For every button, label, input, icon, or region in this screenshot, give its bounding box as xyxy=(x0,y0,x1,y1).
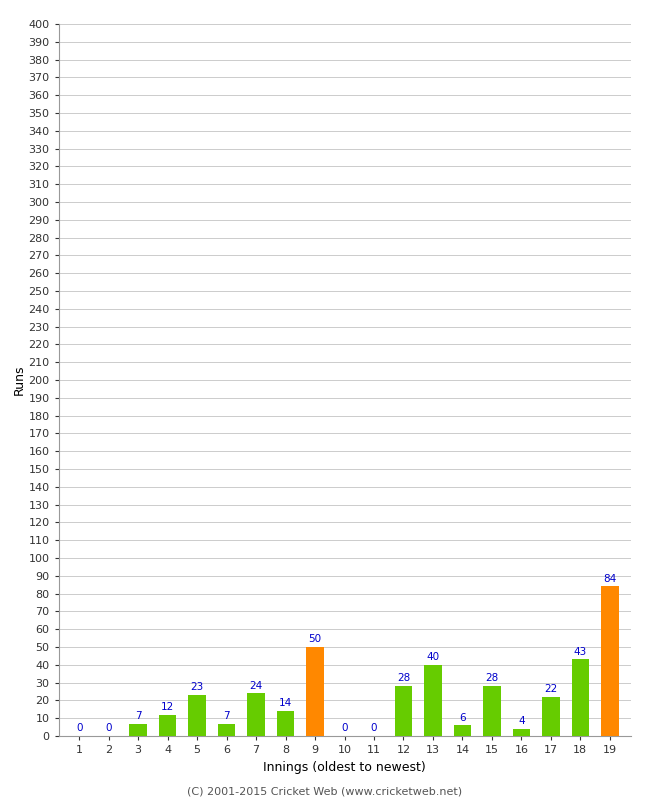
Bar xyxy=(247,694,265,736)
Text: 0: 0 xyxy=(370,723,377,734)
Text: 0: 0 xyxy=(341,723,348,734)
Text: 12: 12 xyxy=(161,702,174,712)
Bar xyxy=(571,659,589,736)
X-axis label: Innings (oldest to newest): Innings (oldest to newest) xyxy=(263,761,426,774)
Text: 22: 22 xyxy=(544,684,558,694)
Bar xyxy=(159,714,176,736)
Bar xyxy=(218,723,235,736)
Text: 14: 14 xyxy=(279,698,292,709)
Bar xyxy=(601,586,619,736)
Text: 4: 4 xyxy=(518,716,525,726)
Bar xyxy=(454,726,471,736)
Text: 40: 40 xyxy=(426,652,439,662)
Text: 0: 0 xyxy=(105,723,112,734)
Text: 7: 7 xyxy=(223,711,230,721)
Bar xyxy=(395,686,412,736)
Text: 84: 84 xyxy=(603,574,616,584)
Bar xyxy=(424,665,442,736)
Bar xyxy=(188,695,206,736)
Bar xyxy=(513,729,530,736)
Bar xyxy=(483,686,500,736)
Text: 28: 28 xyxy=(397,674,410,683)
Text: 43: 43 xyxy=(574,646,587,657)
Text: 6: 6 xyxy=(459,713,466,722)
Y-axis label: Runs: Runs xyxy=(12,365,25,395)
Bar xyxy=(129,723,147,736)
Bar xyxy=(277,711,294,736)
Text: 0: 0 xyxy=(76,723,83,734)
Bar xyxy=(306,647,324,736)
Bar xyxy=(542,697,560,736)
Text: (C) 2001-2015 Cricket Web (www.cricketweb.net): (C) 2001-2015 Cricket Web (www.cricketwe… xyxy=(187,786,463,796)
Text: 7: 7 xyxy=(135,711,142,721)
Text: 28: 28 xyxy=(486,674,499,683)
Text: 50: 50 xyxy=(309,634,322,644)
Text: 23: 23 xyxy=(190,682,203,692)
Text: 24: 24 xyxy=(250,681,263,690)
